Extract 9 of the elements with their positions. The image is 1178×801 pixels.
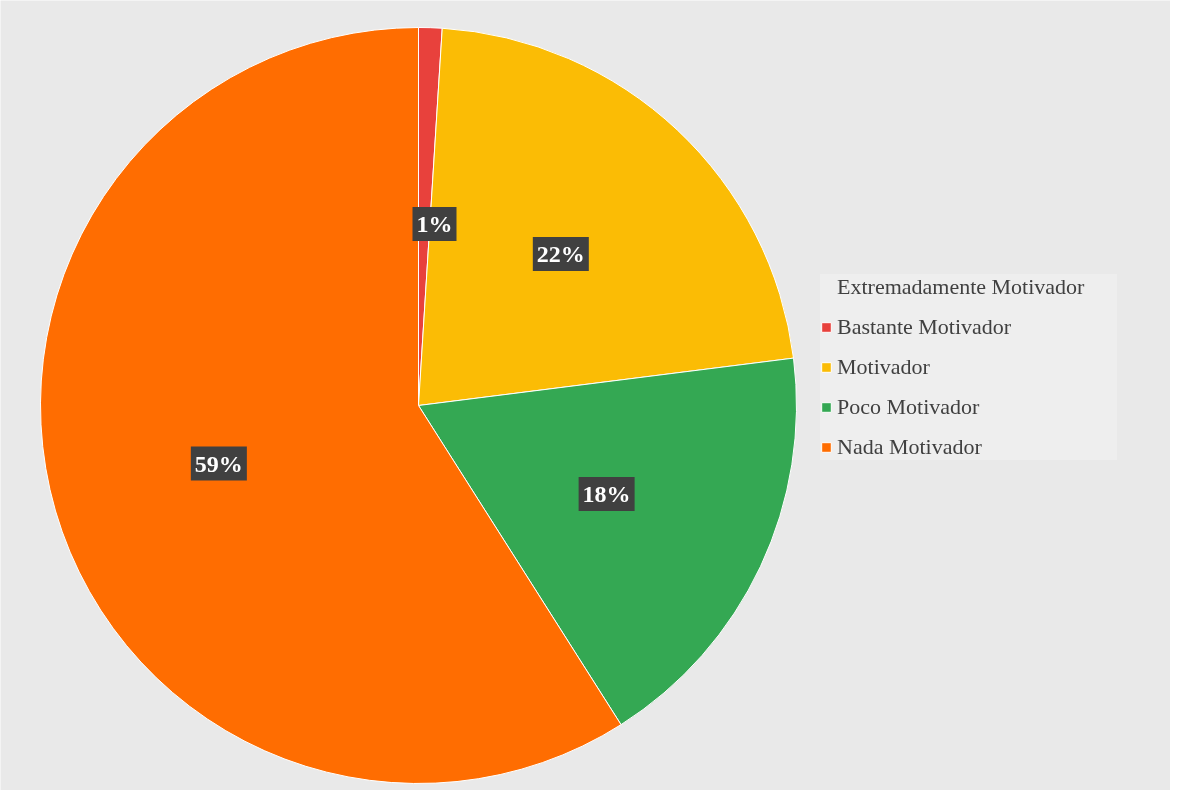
legend-label: Nada Motivador bbox=[837, 434, 983, 460]
data-label: 18% bbox=[582, 481, 631, 508]
category-label: Extremadamente Motivador bbox=[837, 274, 1085, 299]
data-label: 59% bbox=[194, 450, 243, 477]
legend-label: Poco Motivador bbox=[837, 394, 981, 420]
data-label: 1% bbox=[416, 211, 453, 238]
data-label: 22% bbox=[536, 240, 585, 267]
legend-label: Motivador bbox=[837, 354, 931, 380]
legend-label: Bastante Motivador bbox=[837, 314, 1013, 340]
